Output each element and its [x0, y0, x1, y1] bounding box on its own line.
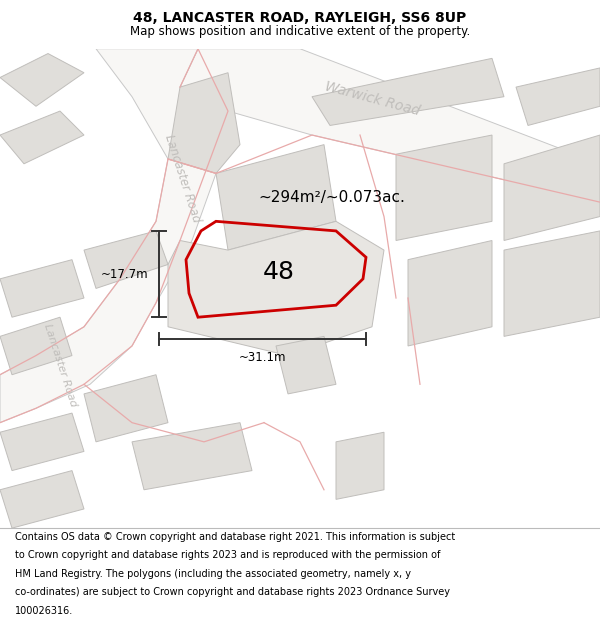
Text: ~294m²/~0.073ac.: ~294m²/~0.073ac. — [258, 190, 405, 205]
Text: Warwick Road: Warwick Road — [323, 79, 421, 119]
Polygon shape — [396, 135, 492, 241]
Text: ~17.7m: ~17.7m — [101, 268, 148, 281]
Polygon shape — [408, 241, 492, 346]
Polygon shape — [132, 422, 252, 490]
Text: 48: 48 — [263, 259, 295, 284]
Text: co-ordinates) are subject to Crown copyright and database rights 2023 Ordnance S: co-ordinates) are subject to Crown copyr… — [15, 588, 450, 598]
Polygon shape — [84, 375, 168, 442]
Polygon shape — [0, 111, 84, 164]
Polygon shape — [0, 49, 228, 423]
Text: HM Land Registry. The polygons (including the associated geometry, namely x, y: HM Land Registry. The polygons (includin… — [15, 569, 411, 579]
Polygon shape — [168, 221, 384, 356]
Text: Lancaster Road: Lancaster Road — [42, 322, 78, 408]
Text: 48, LANCASTER ROAD, RAYLEIGH, SS6 8UP: 48, LANCASTER ROAD, RAYLEIGH, SS6 8UP — [133, 11, 467, 25]
Text: Contains OS data © Crown copyright and database right 2021. This information is : Contains OS data © Crown copyright and d… — [15, 532, 455, 542]
Polygon shape — [0, 54, 84, 106]
Polygon shape — [276, 336, 336, 394]
Text: ~31.1m: ~31.1m — [239, 351, 286, 364]
Polygon shape — [84, 231, 168, 289]
Text: Lancaster Road: Lancaster Road — [163, 132, 203, 224]
Polygon shape — [504, 135, 600, 241]
Polygon shape — [312, 58, 504, 126]
Polygon shape — [180, 49, 600, 202]
Polygon shape — [0, 471, 84, 528]
Polygon shape — [504, 231, 600, 336]
Polygon shape — [216, 144, 336, 250]
Polygon shape — [168, 72, 240, 173]
Polygon shape — [516, 68, 600, 126]
Polygon shape — [0, 413, 84, 471]
Polygon shape — [0, 318, 72, 375]
Polygon shape — [0, 259, 84, 318]
Text: to Crown copyright and database rights 2023 and is reproduced with the permissio: to Crown copyright and database rights 2… — [15, 551, 440, 561]
Text: 100026316.: 100026316. — [15, 606, 73, 616]
Polygon shape — [336, 432, 384, 499]
Text: Map shows position and indicative extent of the property.: Map shows position and indicative extent… — [130, 25, 470, 38]
